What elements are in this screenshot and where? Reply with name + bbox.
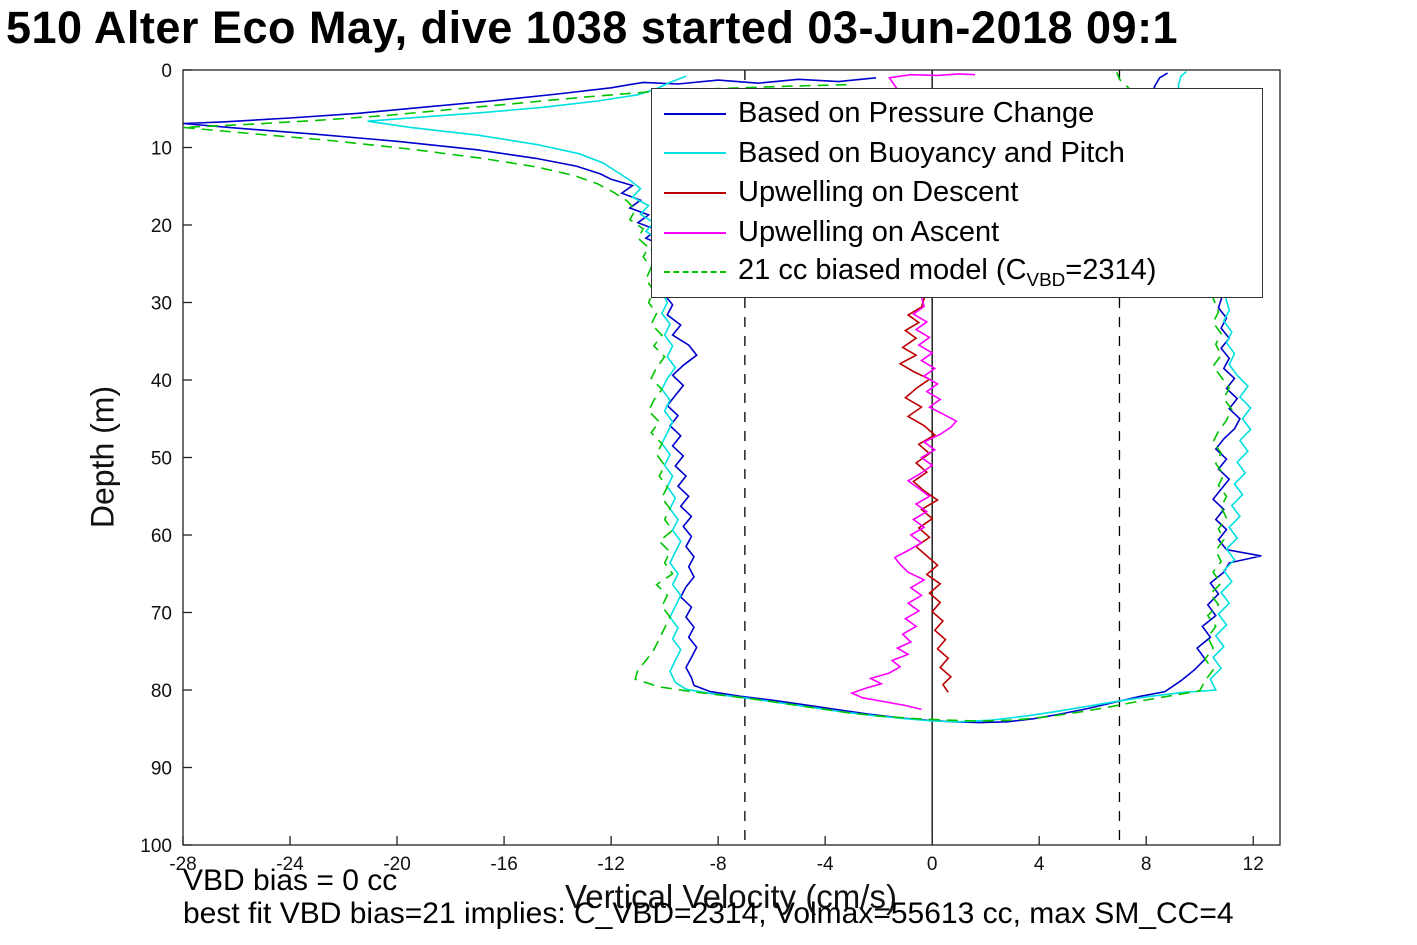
- y-tick-label: 50: [151, 449, 172, 470]
- x-tick-label: -12: [597, 854, 624, 875]
- legend-item-upwelling-ascent: Upwelling on Ascent: [652, 214, 1262, 252]
- x-tick-label: -20: [383, 854, 410, 875]
- legend-sample-upwelling-ascent: [664, 231, 726, 234]
- legend-label-biased-model-pre: 21 cc biased model (C: [738, 253, 1027, 286]
- legend-sample-upwelling-descent: [664, 191, 726, 194]
- legend-item-biased-model: 21 cc biased model (CVBD=2314): [652, 253, 1262, 291]
- y-tick-label: 90: [151, 759, 172, 780]
- y-tick-label: 70: [151, 604, 172, 625]
- y-tick-label: 100: [140, 836, 172, 857]
- legend-sample-buoyancy-pitch: [664, 152, 726, 155]
- y-tick-label: 10: [151, 139, 172, 160]
- x-tick-label: 0: [927, 854, 938, 875]
- legend-item-buoyancy-pitch: Based on Buoyancy and Pitch: [652, 134, 1262, 172]
- y-tick-label: 20: [151, 216, 172, 237]
- legend-label-pressure-change: Based on Pressure Change: [738, 97, 1095, 130]
- x-tick-label: -28: [169, 854, 196, 875]
- legend-label-biased-model-sub: VBD: [1026, 268, 1066, 290]
- legend-sample-biased-model: [664, 271, 726, 274]
- x-tick-label: 12: [1243, 854, 1264, 875]
- legend-label-biased-model-post: =2314): [1065, 253, 1157, 286]
- legend-label-buoyancy-pitch: Based on Buoyancy and Pitch: [738, 136, 1125, 169]
- y-tick-label: 40: [151, 371, 172, 392]
- x-tick-label: -16: [490, 854, 517, 875]
- y-tick-label: 80: [151, 681, 172, 702]
- y-tick-label: 30: [151, 294, 172, 315]
- series-line-0: [182, 72, 1262, 724]
- annotation-best-fit: best fit VBD bias=21 implies: C_VBD=2314…: [183, 897, 1234, 930]
- x-tick-label: 8: [1141, 854, 1152, 875]
- x-tick-label: -4: [817, 854, 834, 875]
- legend-label-upwelling-ascent: Upwelling on Ascent: [738, 216, 1000, 249]
- x-axis-label: Vertical Velocity (cm/s): [565, 878, 897, 915]
- legend-item-upwelling-descent: Upwelling on Descent: [652, 174, 1262, 212]
- x-tick-label: 4: [1034, 854, 1045, 875]
- y-tick-label: 60: [151, 526, 172, 547]
- y-tick-label: 0: [161, 61, 172, 82]
- x-tick-label: -8: [710, 854, 727, 875]
- legend-sample-pressure-change: [664, 112, 726, 115]
- x-tick-label: -24: [276, 854, 304, 875]
- figure-title: 510 Alter Eco May, dive 1038 started 03-…: [6, 2, 1179, 53]
- annotation-vbd-bias: VBD bias = 0 cc: [183, 864, 398, 897]
- legend-label-biased-model: 21 cc biased model (CVBD=2314): [738, 254, 1156, 291]
- y-axis-label: Depth (m): [84, 385, 121, 529]
- legend: Based on Pressure Change Based on Buoyan…: [651, 88, 1263, 298]
- legend-item-pressure-change: Based on Pressure Change: [652, 95, 1262, 133]
- legend-label-upwelling-descent: Upwelling on Descent: [738, 176, 1019, 209]
- series-line-4: [182, 72, 1233, 722]
